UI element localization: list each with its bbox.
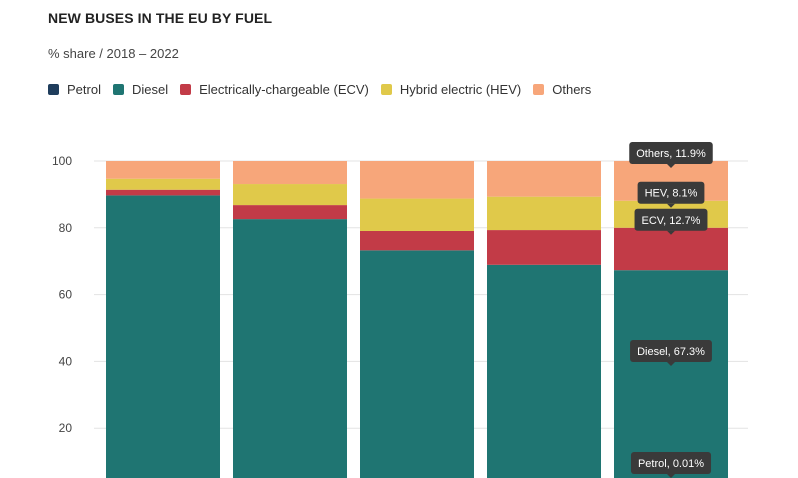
legend-swatch-petrol xyxy=(48,84,59,95)
tooltip-text: ECV, 12.7% xyxy=(642,215,701,227)
bar-segment[interactable] xyxy=(233,161,347,185)
tooltip xyxy=(630,452,712,474)
legend-swatch-others xyxy=(533,84,545,95)
tooltip-pointer xyxy=(667,163,675,168)
legend-swatch-diesel xyxy=(112,84,124,95)
y-tick-label: 100 xyxy=(52,154,72,168)
tooltip xyxy=(630,340,712,362)
tooltip-text: Diesel, 67.3% xyxy=(637,346,705,358)
y-tick-label: 20 xyxy=(59,421,73,435)
bar-segment[interactable] xyxy=(233,219,347,478)
tooltip xyxy=(629,141,713,164)
bar-segment[interactable] xyxy=(614,270,728,478)
legend-swatch-hev xyxy=(380,84,392,95)
bar-segment[interactable] xyxy=(360,198,474,231)
bar-segment[interactable] xyxy=(106,189,220,196)
bar-segment[interactable] xyxy=(360,230,474,251)
tooltip-text: Petrol, 0.01% xyxy=(638,458,704,470)
tooltip-pointer xyxy=(667,474,675,478)
bar-segment[interactable] xyxy=(614,227,728,271)
legend-label-diesel: Diesel xyxy=(131,82,169,97)
chart-subtitle: % share / 2018 – 2022 xyxy=(48,46,179,61)
bar-segment[interactable] xyxy=(487,264,601,478)
bar-segment[interactable] xyxy=(233,184,347,206)
y-tick-label: 80 xyxy=(59,221,73,235)
chart-title: NEW BUSES IN THE EU BY FUEL xyxy=(48,10,273,26)
tooltip xyxy=(634,208,708,231)
tooltip-text: Others, 11.9% xyxy=(636,148,706,160)
tooltip-pointer xyxy=(667,203,675,208)
bar-segment[interactable] xyxy=(360,161,474,199)
bar-segment[interactable] xyxy=(106,161,220,179)
legend-label-ecv: Electrically-chargeable (ECV) xyxy=(199,82,369,97)
bar-segment[interactable] xyxy=(106,178,220,190)
legend-label-petrol: Petrol xyxy=(67,82,101,97)
legend-item-petrol[interactable]: Petrol xyxy=(48,82,101,97)
tooltip-pointer xyxy=(667,362,675,366)
bar-segment[interactable] xyxy=(487,196,601,231)
bar-segment[interactable] xyxy=(487,230,601,265)
bar-segment[interactable] xyxy=(233,205,347,220)
bar-segment[interactable] xyxy=(106,195,220,478)
y-tick-label: 60 xyxy=(59,288,73,302)
legend-swatch-ecv xyxy=(180,84,192,95)
legend-item-ecv[interactable]: Electrically-chargeable (ECV) xyxy=(180,82,369,97)
bar-segment[interactable] xyxy=(487,161,601,197)
tooltip-pointer xyxy=(667,230,675,235)
bar-segment[interactable] xyxy=(360,250,474,478)
legend-item-diesel[interactable]: Diesel xyxy=(112,82,169,97)
legend-item-hev[interactable]: Hybrid electric (HEV) xyxy=(380,82,522,97)
tooltip xyxy=(637,181,705,204)
tooltip-text: HEV, 8.1% xyxy=(645,188,698,200)
legend-label-hev: Hybrid electric (HEV) xyxy=(399,82,522,97)
y-tick-label: 40 xyxy=(59,354,73,368)
legend: Petrol Diesel Electrically-chargeable (E… xyxy=(48,82,603,97)
legend-item-others[interactable]: Others xyxy=(533,82,591,97)
legend-label-others: Others xyxy=(552,82,592,97)
